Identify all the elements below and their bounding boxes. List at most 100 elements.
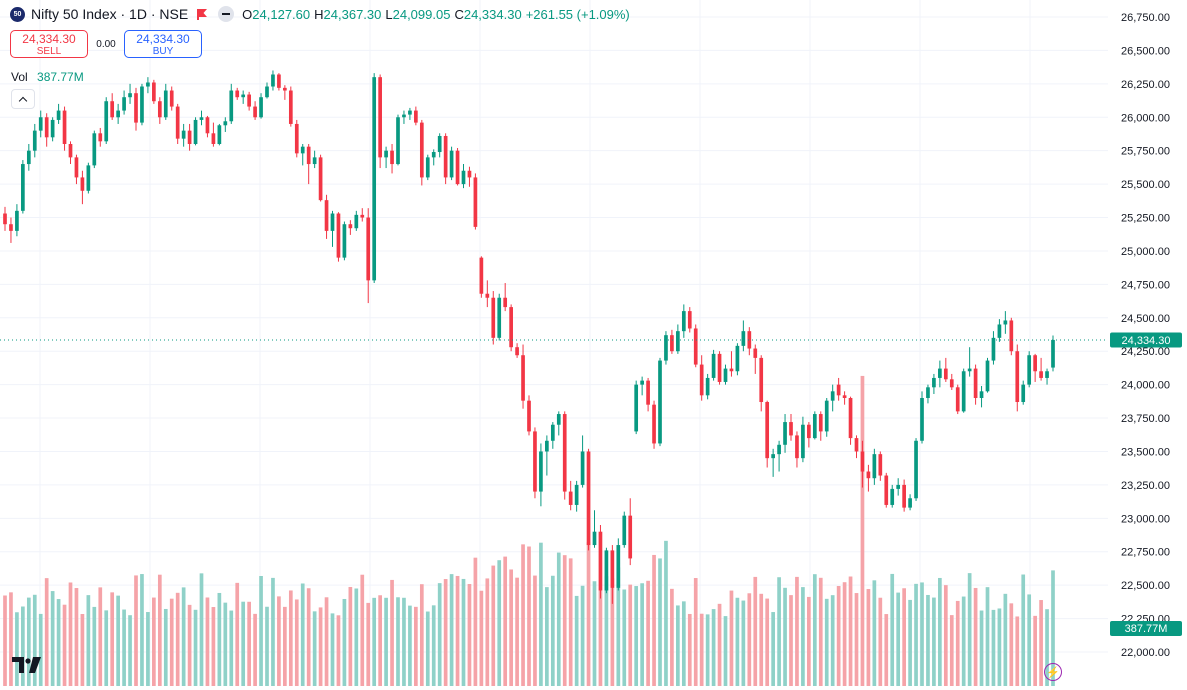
price-axis-tick: 24,750.00 (1121, 279, 1170, 291)
candle-body (759, 357, 764, 403)
volume-bar (425, 611, 430, 686)
volume-bar (795, 576, 799, 686)
candle-body (92, 133, 97, 166)
candle-body (961, 371, 966, 412)
candle-body (515, 347, 519, 356)
volume-bar (539, 542, 543, 686)
candle-body (74, 157, 79, 178)
candle-body (271, 74, 275, 87)
candle-body (550, 424, 555, 441)
candle-body (62, 110, 67, 144)
candle-body (801, 424, 805, 459)
volume-bar (640, 583, 644, 686)
price-axis-tick: 25,500.00 (1121, 179, 1170, 191)
candle-body (1003, 320, 1008, 325)
volume-bar (765, 598, 770, 686)
volume-bar (163, 608, 168, 686)
volume-bar (598, 590, 603, 686)
candle-body (461, 170, 466, 185)
volume-bar (485, 578, 490, 686)
volume-bar (1021, 574, 1026, 686)
price-axis-tick: 25,250.00 (1121, 213, 1170, 225)
volume-bar (92, 606, 97, 686)
sell-button[interactable]: 24,334.30 SELL (10, 30, 88, 58)
candle-body (967, 368, 972, 372)
candle-body (586, 451, 591, 546)
candle-body (896, 484, 901, 489)
volume-bar (503, 556, 508, 686)
candle-body (241, 94, 246, 98)
volume-bar (312, 611, 317, 686)
candle-body (711, 353, 716, 378)
volume-bar (122, 609, 126, 686)
volume-bar (920, 582, 924, 686)
volume-bar (961, 596, 966, 686)
buy-button[interactable]: 24,334.30 BUY (124, 30, 202, 58)
volume-bar (836, 585, 841, 686)
candle-body (217, 125, 222, 144)
candle-body (253, 106, 257, 118)
symbol-title[interactable]: Nifty 50 Index · 1D · NSE (31, 6, 189, 22)
volume-bar (699, 613, 704, 686)
volume-bar (330, 613, 335, 686)
volume-bar (56, 599, 61, 686)
price-axis-tick: 23,250.00 (1121, 480, 1170, 492)
volume-bar (479, 590, 484, 686)
price-axis: 26,750.00 26,500.00 26,250.00 26,000.00 25,7… (1121, 12, 1170, 659)
collapse-button[interactable] (11, 89, 35, 109)
volume-bar (747, 593, 752, 686)
candle-body (497, 297, 502, 338)
lightning-icon[interactable]: ⚡ (1044, 663, 1062, 681)
candle-body (1039, 371, 1043, 378)
candle-body (408, 110, 412, 115)
candle-body (580, 451, 585, 485)
candle-body (259, 97, 263, 118)
candle-body (211, 133, 216, 144)
volume-bar (414, 606, 418, 686)
candle-body (783, 422, 787, 445)
candle-body (473, 177, 478, 227)
candle-body (199, 117, 204, 120)
candle-body (687, 311, 692, 329)
candle-body (717, 353, 722, 382)
candle-body (622, 515, 627, 546)
candle-body (26, 150, 31, 165)
volume-bar (943, 585, 948, 686)
candle-body (539, 451, 543, 492)
volume-bar (634, 586, 639, 686)
candle-body (247, 94, 251, 107)
volume-bar (378, 595, 382, 686)
volume-bar (21, 606, 25, 686)
volume-bar (3, 595, 7, 686)
candle-body (455, 150, 460, 185)
candle-body (152, 82, 156, 102)
volume-bar (1009, 603, 1014, 686)
volume-bar (967, 573, 972, 686)
candle-body (378, 77, 382, 158)
volume-bar (372, 597, 377, 686)
tradingview-logo-icon[interactable] (12, 656, 42, 674)
volume-bar (116, 595, 120, 686)
volume-bar (687, 613, 692, 686)
volume-bar (705, 614, 710, 686)
candle-body (32, 130, 37, 151)
candle-body (574, 484, 579, 505)
volume-bar (384, 597, 388, 686)
candle-body (943, 368, 948, 380)
candle-body (753, 348, 758, 358)
volume-bar (866, 589, 871, 686)
candle-body (116, 110, 120, 118)
volume-bar (449, 574, 454, 686)
red-flag-icon[interactable] (196, 8, 208, 20)
candle-body (723, 368, 728, 382)
volume-bar (914, 583, 918, 686)
candle-body (836, 384, 841, 396)
volume-bar (223, 602, 228, 686)
volume-bar (949, 615, 954, 686)
volume-bar (32, 594, 37, 686)
minus-circle-icon[interactable] (218, 6, 235, 22)
symbol-legend: 50 Nifty 50 Index · 1D · NSE O24,127.60 … (10, 6, 634, 22)
volume-bar (431, 605, 436, 686)
candle-body (50, 119, 55, 138)
